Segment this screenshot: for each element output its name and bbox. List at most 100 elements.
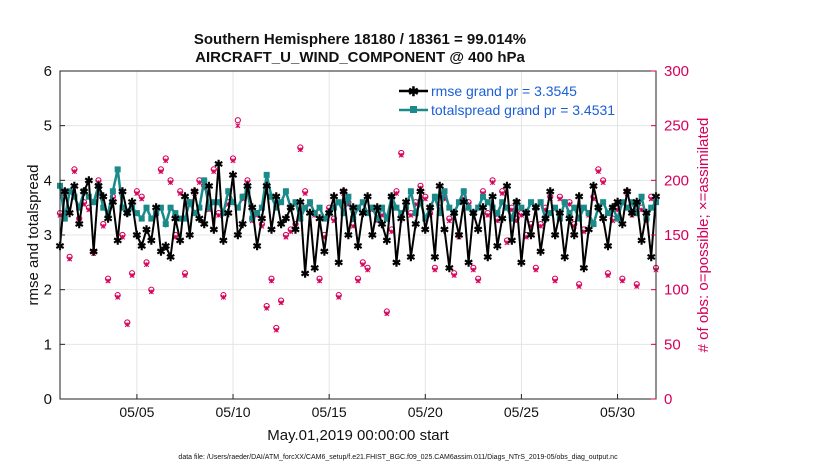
obs-assimilated-marker xyxy=(278,300,284,306)
series-lines: ✱✱✱✱✱✱✱✱✱✱✱✱✱✱✱✱✱✱✱✱✱✱✱✱✱✱✱✱✱✱✱✱✱✱✱✱✱✱✱✱… xyxy=(55,159,660,280)
rmse-point: ✱ xyxy=(464,257,473,269)
rmse-point: ✱ xyxy=(642,208,651,220)
rmse-point: ✱ xyxy=(94,181,103,193)
obs-assimilated-marker xyxy=(302,190,308,197)
totalspread-point xyxy=(518,204,525,211)
obs-assimilated-marker xyxy=(518,212,524,218)
totalspread-point xyxy=(633,210,640,217)
totalspread-point xyxy=(561,199,568,206)
chart-subtitle: AIRCRAFT_U_WIND_COMPONENT @ 400 hPa xyxy=(195,49,525,66)
obs-assimilated-marker xyxy=(235,123,241,129)
totalspread-point xyxy=(383,215,390,222)
obs-possible-marker xyxy=(234,117,241,124)
totalspread-point xyxy=(273,204,280,211)
obs-assimilated-marker xyxy=(432,267,438,273)
totalspread-point xyxy=(648,204,655,211)
rmse-point: ✱ xyxy=(315,214,324,226)
totalspread-point xyxy=(215,199,222,206)
legend: ✱ rmse grand pr = 3.3545 totalspread gra… xyxy=(399,83,615,118)
rmse-point: ✱ xyxy=(565,214,574,226)
totalspread-point xyxy=(393,204,400,211)
totalspread-point xyxy=(220,210,227,217)
rmse-line xyxy=(59,163,657,274)
totalspread-point xyxy=(278,199,285,206)
rmse-point: ✱ xyxy=(358,208,367,220)
rmse-point: ✱ xyxy=(502,181,511,193)
totalspread-point xyxy=(138,215,145,222)
rmse-point: ✱ xyxy=(430,252,439,264)
obs-assimilated-marker xyxy=(619,278,625,284)
rmse-point: ✱ xyxy=(291,225,300,237)
totalspread-point xyxy=(537,199,544,206)
axis-ticks: 05/05 05/10 05/15 05/20 05/25 05/30 0 1 2 3 4 5 6 0 50… xyxy=(44,63,689,420)
obs-assimilated-marker xyxy=(384,311,390,317)
rmse-point: ✱ xyxy=(416,186,425,198)
rmse-point: ✱ xyxy=(190,186,199,198)
rmse-point: ✱ xyxy=(142,225,151,237)
totalspread-point xyxy=(552,204,559,211)
rmse-point: ✱ xyxy=(541,214,550,226)
y-right-tick-label: 0 xyxy=(664,391,672,408)
y-axis-right-label: # of obs: o=possible; ×=assimilated xyxy=(695,118,712,353)
rmse-point: ✱ xyxy=(454,230,463,242)
rmse-point: ✱ xyxy=(512,197,521,209)
totalspread-point xyxy=(624,204,631,211)
rmse-point: ✱ xyxy=(584,225,593,237)
rmse-point: ✱ xyxy=(272,192,281,204)
obs-assimilated-marker xyxy=(158,169,164,175)
totalspread-point xyxy=(619,199,626,206)
totalspread-point xyxy=(249,215,256,222)
rmse-point: ✱ xyxy=(531,203,540,215)
rmse-point: ✱ xyxy=(440,225,449,237)
totalspread-point xyxy=(157,204,164,211)
rmse-point: ✱ xyxy=(589,181,598,193)
rmse-point: ✱ xyxy=(325,208,334,220)
obs-assimilated-marker xyxy=(316,278,323,284)
obs-assimilated-marker xyxy=(504,240,510,246)
y-tick-label: 5 xyxy=(44,118,52,135)
footer-filepath: data file: /Users/raeder/DAI/ATM_forcXX/… xyxy=(178,454,618,461)
legend-spread-marker xyxy=(410,106,417,113)
obs-assimilated-marker xyxy=(408,212,414,218)
y-axis-label: rmse and totalspread xyxy=(25,165,42,306)
y-tick-label: 6 xyxy=(44,63,52,80)
rmse-point: ✱ xyxy=(209,225,218,237)
y-tick-label: 3 xyxy=(44,227,52,244)
totalspread-point xyxy=(628,199,635,206)
rmse-point: ✱ xyxy=(65,208,74,220)
rmse-point: ✱ xyxy=(613,197,622,209)
rmse-point: ✱ xyxy=(594,203,603,215)
legend-rmse-marker: ✱ xyxy=(408,84,419,99)
totalspread-point xyxy=(417,199,424,206)
obs-assimilated-marker xyxy=(600,179,606,186)
totalspread-point xyxy=(355,204,361,211)
rmse-point: ✱ xyxy=(459,197,468,209)
obs-assimilated-marker xyxy=(456,234,462,240)
totalspread-point xyxy=(359,199,366,206)
rmse-point: ✱ xyxy=(257,214,266,226)
obs-assimilated-marker xyxy=(393,190,400,197)
obs-assimilated-marker xyxy=(196,179,202,186)
obs-assimilated-marker xyxy=(71,169,77,175)
obs-assimilated-marker xyxy=(143,261,150,268)
totalspread-point xyxy=(600,199,607,206)
chart-title: Southern Hemisphere 18180 / 18361 = 99.0… xyxy=(194,31,526,48)
rmse-point: ✱ xyxy=(305,208,314,220)
rmse-point: ✱ xyxy=(152,203,161,215)
rmse-point: ✱ xyxy=(176,235,185,247)
totalspread-point xyxy=(71,193,78,200)
rmse-point: ✱ xyxy=(392,257,401,269)
totalspread-point xyxy=(590,221,597,228)
rmse-point: ✱ xyxy=(113,235,122,247)
obs-assimilated-marker xyxy=(230,158,236,164)
rmse-point: ✱ xyxy=(526,230,535,242)
rmse-point: ✱ xyxy=(387,192,396,204)
rmse-point: ✱ xyxy=(75,219,84,231)
rmse-point: ✱ xyxy=(647,252,656,264)
totalspread-point xyxy=(119,204,126,211)
y-right-tick-label: 100 xyxy=(664,282,689,299)
totalspread-point xyxy=(604,210,611,217)
rmse-point: ✱ xyxy=(286,203,295,215)
rmse-point: ✱ xyxy=(243,181,252,193)
totalspread-point xyxy=(292,199,299,206)
